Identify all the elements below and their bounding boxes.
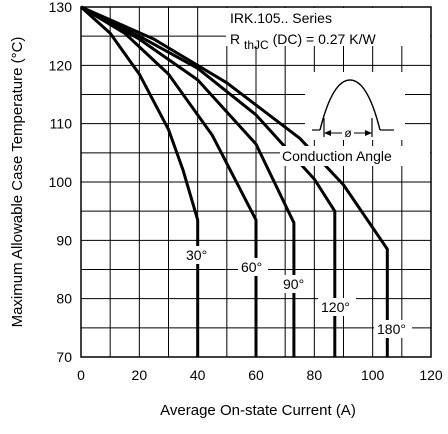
series-line-3	[80, 5, 296, 357]
x-tick-label: 80	[307, 367, 323, 383]
rth-value: (DC) = 0.27 K/W	[273, 31, 377, 47]
y-tick-label: 90	[56, 232, 72, 248]
arrow-left-icon	[324, 130, 331, 136]
x-tick-label: 60	[248, 367, 264, 383]
conduction-angle-caption: Conduction Angle	[282, 148, 392, 164]
y-tick-label: 100	[49, 174, 73, 190]
curves	[79, 5, 389, 357]
series-label-2: 60°	[241, 259, 262, 275]
y-tick-label: 70	[56, 349, 72, 365]
x-tick-label: 120	[419, 367, 443, 383]
rth-symbol: R	[230, 31, 240, 47]
y-tick-label: 120	[49, 57, 73, 73]
inset-background	[305, 72, 405, 140]
series-label-3: 90°	[283, 276, 304, 292]
x-tick-label: 100	[361, 367, 385, 383]
series-label-1: 30°	[186, 247, 207, 263]
x-tick-label: 40	[190, 367, 206, 383]
series-label-4: 120°	[321, 299, 350, 315]
info-box	[226, 8, 430, 46]
series-label-5: 180°	[377, 321, 406, 337]
conduction-angle-inset: ø Conduction Angle	[280, 72, 430, 166]
series-label-background	[318, 298, 356, 316]
y-axis-title: Maximum Allowable Case Temperature (°C)	[9, 37, 26, 328]
info-rth-label: R thJC (DC) = 0.27 K/W	[230, 31, 376, 52]
y-tick-label: 110	[50, 116, 73, 132]
y-tick-label: 130	[49, 0, 73, 15]
x-tick-label: 0	[77, 367, 85, 383]
series-label-background	[374, 320, 412, 338]
caption-background	[280, 146, 430, 166]
series-line-2	[80, 5, 258, 357]
series-labels: 30° 60° 90° 120° 180°	[183, 246, 412, 338]
series-line-1	[79, 5, 200, 357]
series-line-4	[80, 5, 337, 357]
series-label-background	[280, 275, 310, 293]
ticks: 0 20 40 60 80 100 120 70 80 90 100 110 120 130	[49, 0, 443, 383]
series-label-background	[238, 258, 268, 276]
phi-label-background	[342, 126, 354, 138]
phi-label: ø	[344, 126, 352, 140]
x-tick-label: 20	[132, 367, 148, 383]
series-label-background	[183, 246, 213, 264]
rth-subscript: thJC	[244, 38, 269, 52]
arrow-right-icon	[365, 130, 372, 136]
x-axis-title: Average On-state Current (A)	[160, 402, 356, 419]
series-line-5	[80, 5, 389, 357]
info-series-label: IRK.105.. Series	[230, 10, 332, 26]
y-tick-label: 80	[56, 291, 72, 307]
half-sine-waveform-icon	[319, 79, 381, 131]
